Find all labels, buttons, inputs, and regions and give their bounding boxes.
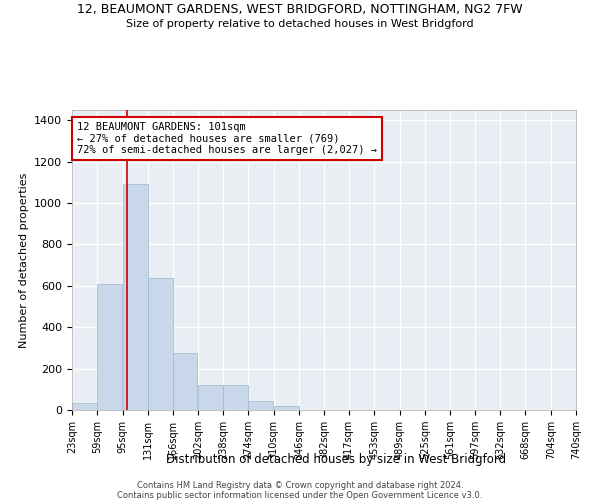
- Bar: [148, 278, 173, 410]
- Bar: [248, 400, 274, 410]
- Bar: [223, 385, 248, 410]
- Bar: [97, 284, 122, 410]
- Text: Size of property relative to detached houses in West Bridgford: Size of property relative to detached ho…: [126, 19, 474, 29]
- Text: Contains public sector information licensed under the Open Government Licence v3: Contains public sector information licen…: [118, 491, 482, 500]
- Bar: [72, 403, 97, 410]
- Bar: [173, 353, 197, 410]
- Text: Distribution of detached houses by size in West Bridgford: Distribution of detached houses by size …: [166, 452, 506, 466]
- Bar: [198, 385, 223, 410]
- Bar: [274, 406, 299, 410]
- Bar: [122, 184, 148, 410]
- Text: Contains HM Land Registry data © Crown copyright and database right 2024.: Contains HM Land Registry data © Crown c…: [137, 481, 463, 490]
- Y-axis label: Number of detached properties: Number of detached properties: [19, 172, 29, 348]
- Text: 12 BEAUMONT GARDENS: 101sqm
← 27% of detached houses are smaller (769)
72% of se: 12 BEAUMONT GARDENS: 101sqm ← 27% of det…: [77, 122, 377, 155]
- Text: 12, BEAUMONT GARDENS, WEST BRIDGFORD, NOTTINGHAM, NG2 7FW: 12, BEAUMONT GARDENS, WEST BRIDGFORD, NO…: [77, 2, 523, 16]
